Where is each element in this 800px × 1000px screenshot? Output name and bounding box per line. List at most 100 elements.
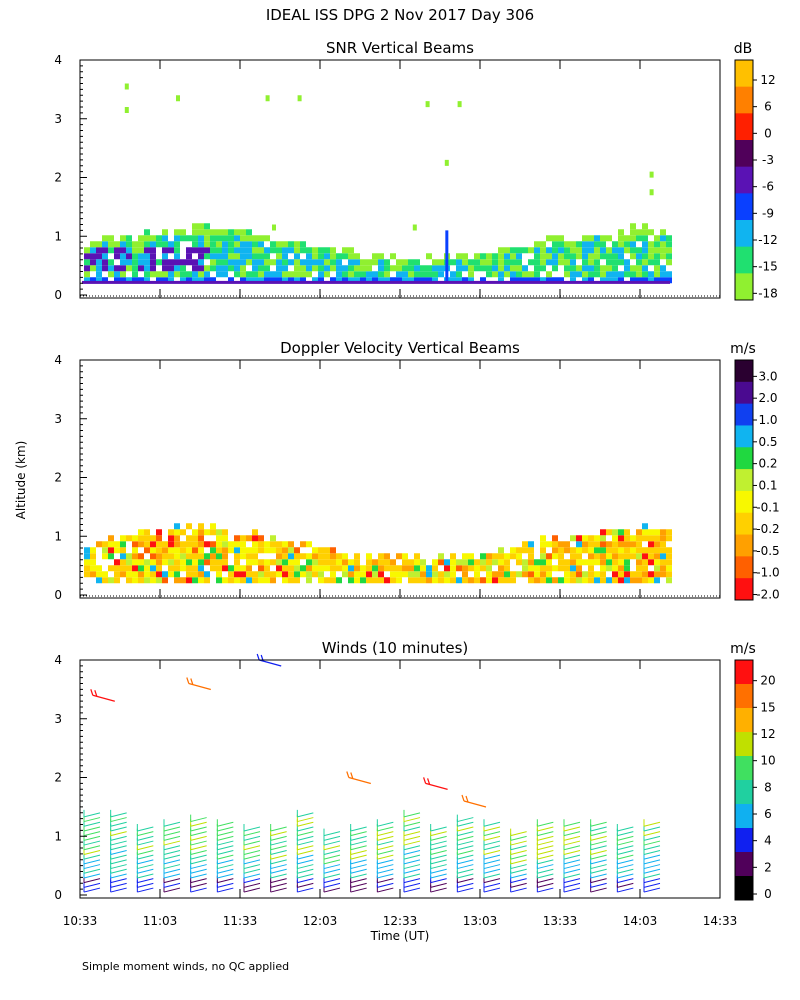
wind-barb xyxy=(83,847,101,855)
heatmap-cell xyxy=(618,271,624,278)
colorbar-swatch xyxy=(735,140,753,168)
heatmap-cell xyxy=(420,271,426,278)
heatmap-cell xyxy=(534,577,540,584)
heatmap-cell xyxy=(180,577,186,584)
heatmap-cell xyxy=(486,559,492,566)
heatmap-cell xyxy=(372,577,378,584)
heatmap-cell xyxy=(366,265,372,272)
heatmap-cell xyxy=(186,535,192,542)
heatmap-cell xyxy=(660,235,666,242)
heatmap-cell xyxy=(552,265,558,272)
heatmap-cell xyxy=(216,247,222,254)
heatmap-cell xyxy=(408,565,414,572)
heatmap-cell xyxy=(234,247,240,254)
heatmap-cell xyxy=(420,277,426,284)
heatmap-cell xyxy=(486,265,492,272)
heatmap-cell xyxy=(318,259,324,266)
heatmap-cell xyxy=(450,259,456,266)
heatmap-cell xyxy=(420,265,426,272)
heatmap-cell xyxy=(198,235,204,242)
heatmap-cell xyxy=(516,553,522,560)
wind-barb xyxy=(590,828,607,837)
wind-barb xyxy=(110,870,127,879)
heatmap-cell xyxy=(246,247,252,254)
heatmap-speck xyxy=(124,107,129,113)
heatmap-cell xyxy=(600,541,606,548)
heatmap-cell xyxy=(126,571,132,578)
wind-barb xyxy=(136,866,154,874)
heatmap-cell xyxy=(216,253,222,260)
colorbar-label: 6 xyxy=(764,807,772,821)
heatmap-cell xyxy=(162,271,168,278)
heatmap-cell xyxy=(120,235,126,242)
heatmap-cell xyxy=(204,235,210,242)
heatmap-cell xyxy=(666,565,672,572)
heatmap-cell xyxy=(528,277,534,284)
heatmap-cell xyxy=(630,229,636,236)
colorbar-label: 15 xyxy=(760,700,775,714)
heatmap-cell xyxy=(396,553,402,560)
heatmap-cell xyxy=(198,541,204,548)
heatmap-cell xyxy=(396,265,402,272)
heatmap-cell xyxy=(108,271,114,278)
y-tick-label: 3 xyxy=(54,412,62,426)
wind-barb xyxy=(510,852,527,860)
heatmap-cell xyxy=(174,259,180,266)
colorbar-swatch xyxy=(735,512,753,536)
wind-barb xyxy=(643,861,661,870)
heatmap-cell xyxy=(252,265,258,272)
heatmap-cell xyxy=(624,541,630,548)
heatmap-cell xyxy=(234,241,240,248)
heatmap-cell xyxy=(150,241,156,248)
heatmap-cell xyxy=(498,553,504,560)
wind-barb xyxy=(216,828,234,837)
heatmap-cell xyxy=(84,247,90,254)
heatmap-cell xyxy=(186,271,192,278)
wind-barb xyxy=(296,809,314,818)
heatmap-cell xyxy=(258,571,264,578)
heatmap-cell xyxy=(378,565,384,572)
heatmap-cell xyxy=(324,265,330,272)
heatmap-cell xyxy=(210,235,216,242)
heatmap-cell xyxy=(96,277,102,284)
heatmap-cell xyxy=(180,559,186,566)
wind-barb xyxy=(536,847,554,855)
wind-barb xyxy=(323,838,341,846)
heatmap-cell xyxy=(132,547,138,554)
heatmap-cell xyxy=(144,265,150,272)
heatmap-cell xyxy=(168,571,174,578)
heatmap-cell xyxy=(270,535,276,542)
colorbar-label: 12 xyxy=(760,727,775,741)
heatmap-cell xyxy=(576,553,582,560)
heatmap-cell xyxy=(228,229,234,236)
heatmap-cell xyxy=(360,577,366,584)
heatmap-cell xyxy=(126,553,132,560)
heatmap-cell xyxy=(594,235,600,242)
wind-barb xyxy=(563,838,581,846)
heatmap-cell xyxy=(546,253,552,260)
colorbar-swatch xyxy=(735,360,753,383)
heatmap-cell xyxy=(558,241,564,248)
heatmap-cell xyxy=(648,541,654,548)
heatmap-cell xyxy=(174,529,180,536)
heatmap-cell xyxy=(234,559,240,566)
heatmap-cell xyxy=(600,265,606,272)
heatmap-cell xyxy=(582,247,588,254)
heatmap-cell xyxy=(516,259,522,266)
heatmap-cell xyxy=(588,253,594,260)
heatmap-cell xyxy=(516,559,522,566)
heatmap-cell xyxy=(114,277,120,284)
heatmap-cell xyxy=(372,253,378,260)
heatmap-cell xyxy=(600,253,606,260)
heatmap-speck xyxy=(176,95,180,102)
heatmap-cell xyxy=(198,247,204,254)
heatmap-cell xyxy=(120,541,126,548)
heatmap-cell xyxy=(180,529,186,536)
x-tick-label: 14:33 xyxy=(703,914,738,928)
heatmap-cell xyxy=(546,565,552,572)
heatmap-cell xyxy=(264,559,270,566)
heatmap-cell xyxy=(168,553,174,560)
wind-barb xyxy=(216,847,234,855)
heatmap-cell xyxy=(582,277,588,284)
wind-barb xyxy=(376,870,394,879)
